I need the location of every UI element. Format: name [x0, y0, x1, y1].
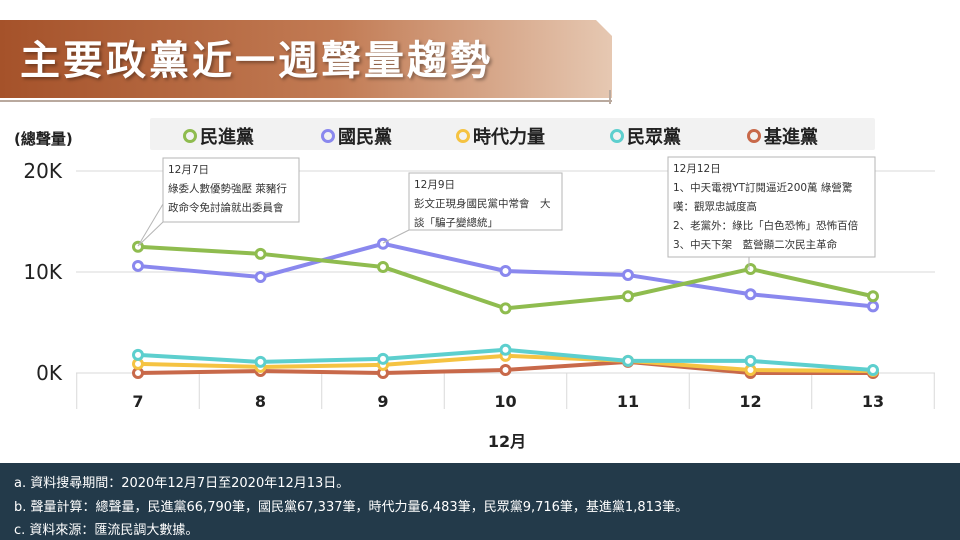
- callout-leader: [137, 203, 164, 247]
- legend-marker-icon: [183, 129, 197, 143]
- callout-text: 談「騙子變總統」: [414, 216, 498, 229]
- callout-leader: [382, 229, 410, 244]
- callout-text: 綠委人數優勢強壓 萊豬行: [168, 182, 287, 195]
- data-point: [254, 355, 267, 368]
- data-point: [867, 363, 879, 376]
- callout-text: 政命令免討論就出委員會: [168, 201, 284, 214]
- legend-label: 基進黨: [764, 127, 818, 148]
- title-banner: [0, 20, 612, 98]
- page-title: 主要政黨近一週聲量趨勢: [20, 38, 493, 84]
- x-tick-label: 7: [132, 392, 143, 411]
- legend-item: 時代力量: [456, 123, 545, 149]
- data-point: [744, 354, 757, 367]
- x-tick-label: 10: [494, 392, 516, 411]
- legend-marker-icon: [610, 129, 624, 143]
- data-point: [499, 302, 512, 315]
- legend-marker-icon: [456, 129, 470, 143]
- data-point: [254, 271, 267, 284]
- footer-notes: a. 資料搜尋期間：2020年12月7日至2020年12月13日。 b. 聲量計…: [0, 463, 960, 540]
- y-tick-label: 10K: [23, 260, 62, 284]
- data-point: [377, 237, 389, 250]
- data-point: [622, 290, 634, 303]
- data-point: [744, 288, 757, 301]
- title-underline: [0, 100, 612, 102]
- x-tick-label: 13: [862, 392, 884, 411]
- x-tick-label: 9: [377, 392, 388, 411]
- x-tick-label: 8: [255, 392, 266, 411]
- callout-text: 12月7日: [168, 164, 209, 176]
- legend-item: 民進黨: [183, 123, 254, 149]
- legend-label: 民進黨: [200, 127, 254, 148]
- data-point: [622, 269, 634, 282]
- data-point: [132, 259, 144, 272]
- data-point: [377, 260, 389, 273]
- callout-leader: [137, 221, 164, 247]
- data-point: [622, 354, 634, 367]
- legend-marker-icon: [747, 129, 761, 143]
- callout-box: [408, 172, 563, 231]
- data-point: [132, 348, 144, 361]
- data-point: [254, 247, 267, 260]
- data-point: [744, 262, 757, 275]
- x-axis-label: 12月: [488, 432, 526, 451]
- legend-marker-icon: [321, 129, 335, 143]
- callout-text: 彭文正現身國民黨中常會 大: [414, 197, 551, 210]
- y-axis-label: (總聲量): [14, 130, 73, 148]
- x-tick-label: 11: [617, 392, 639, 411]
- legend-label: 民眾黨: [627, 127, 681, 148]
- legend-item: 基進黨: [747, 123, 818, 149]
- data-point: [499, 363, 512, 376]
- data-point: [867, 290, 879, 303]
- data-point: [499, 264, 512, 277]
- callout-text: 12月12日: [673, 163, 721, 175]
- callout-box: [667, 156, 876, 258]
- callout-box: [162, 157, 300, 223]
- y-tick-label: 20K: [23, 159, 62, 183]
- data-point: [377, 352, 389, 365]
- legend-label: 國民黨: [338, 127, 392, 148]
- chart-legend: 民進黨 國民黨 時代力量 民眾黨 基進黨: [150, 118, 875, 150]
- y-tick-label: 0K: [36, 361, 63, 385]
- legend-label: 時代力量: [473, 127, 545, 148]
- footer-note-source: c. 資料來源：匯流民調大數據。: [14, 523, 199, 538]
- data-point: [499, 343, 512, 356]
- x-tick-label: 12: [739, 392, 761, 411]
- callout-text: 2、老黨外：綠比「白色恐怖」恐怖百倍: [673, 219, 859, 232]
- footer-note-volume: b. 聲量計算：總聲量，民進黨66,790筆，國民黨67,337筆，時代力量6,…: [14, 500, 689, 515]
- legend-item: 民眾黨: [610, 123, 681, 149]
- legend-item: 國民黨: [321, 123, 392, 149]
- callout-text: 嘆：觀眾忠誠度高: [673, 200, 757, 213]
- callout-text: 12月9日: [414, 179, 455, 191]
- callout-text: 1、中天電視YT訂閱逼近200萬 綠營驚: [673, 181, 853, 194]
- data-point: [867, 300, 879, 313]
- footer-note-period: a. 資料搜尋期間：2020年12月7日至2020年12月13日。: [14, 476, 350, 491]
- callout-text: 3、中天下架 藍營顯二次民主革命: [673, 238, 838, 251]
- title-underline-tick: [609, 90, 611, 104]
